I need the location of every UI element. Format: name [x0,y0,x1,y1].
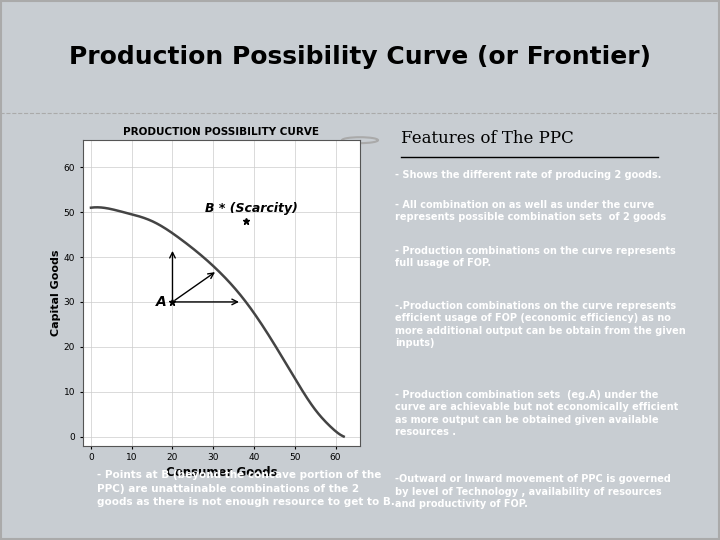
Text: -.Production combinations on the curve represents
efficient usage of FOP (econom: -.Production combinations on the curve r… [395,301,685,348]
Text: Production Possibility Curve (or Frontier): Production Possibility Curve (or Frontie… [69,45,651,69]
Text: - Production combinations on the curve represents
full usage of FOP.: - Production combinations on the curve r… [395,246,676,268]
Text: Features of The PPC: Features of The PPC [401,130,574,147]
Text: A: A [156,295,167,309]
Text: -Outward or Inward movement of PPC is governed
by level of Technology , availabi: -Outward or Inward movement of PPC is go… [395,474,671,509]
Text: - All combination on as well as under the curve
represents possible combination : - All combination on as well as under th… [395,200,666,222]
Text: - Production combination sets  (eg.A) under the
curve are achievable but not eco: - Production combination sets (eg.A) und… [395,390,678,437]
X-axis label: Consumer Goods: Consumer Goods [166,467,277,480]
Y-axis label: Capital Goods: Capital Goods [51,249,61,336]
Title: PRODUCTION POSSIBILITY CURVE: PRODUCTION POSSIBILITY CURVE [123,127,320,137]
Text: - Points at B (beyond the concave portion of the
PPC) are unattainable combinati: - Points at B (beyond the concave portio… [96,470,395,507]
Text: B * (Scarcity): B * (Scarcity) [205,202,298,215]
Text: - Shows the different rate of producing 2 goods.: - Shows the different rate of producing … [395,171,662,180]
